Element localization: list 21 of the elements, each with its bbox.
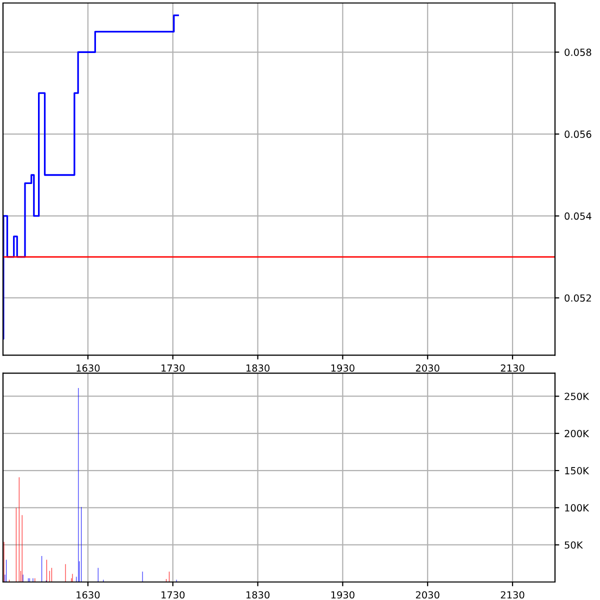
x-tick-label: 1930	[331, 364, 354, 372]
x-tick-label: 1830	[246, 591, 270, 599]
x-tick-label: 2130	[500, 591, 524, 599]
y-tick-label: 250K	[564, 392, 590, 400]
x-tick-label: 1930	[331, 591, 354, 599]
y-tick-label: 150K	[565, 467, 590, 474]
y-tick-label: 0.054	[564, 212, 592, 220]
x-tick-label: 1630	[76, 591, 100, 599]
y-tick-label: 0.052	[564, 294, 591, 302]
x-tick-label: 1730	[162, 591, 185, 599]
y-tick-label: 200K	[564, 430, 590, 438]
y-tick-label: 100K	[565, 504, 590, 512]
y-tick-label: 0.058	[564, 48, 592, 56]
x-tick-label: 1730	[162, 364, 185, 372]
x-tick-label: 1830	[246, 364, 270, 372]
y-tick-label: 50K	[564, 541, 583, 549]
x-tick-label: 2030	[416, 364, 440, 372]
x-tick-label: 2130	[500, 364, 524, 372]
x-tick-label: 2030	[416, 591, 440, 599]
x-tick-label: 1630	[76, 364, 100, 372]
y-tick-label: 0.056	[564, 130, 592, 138]
